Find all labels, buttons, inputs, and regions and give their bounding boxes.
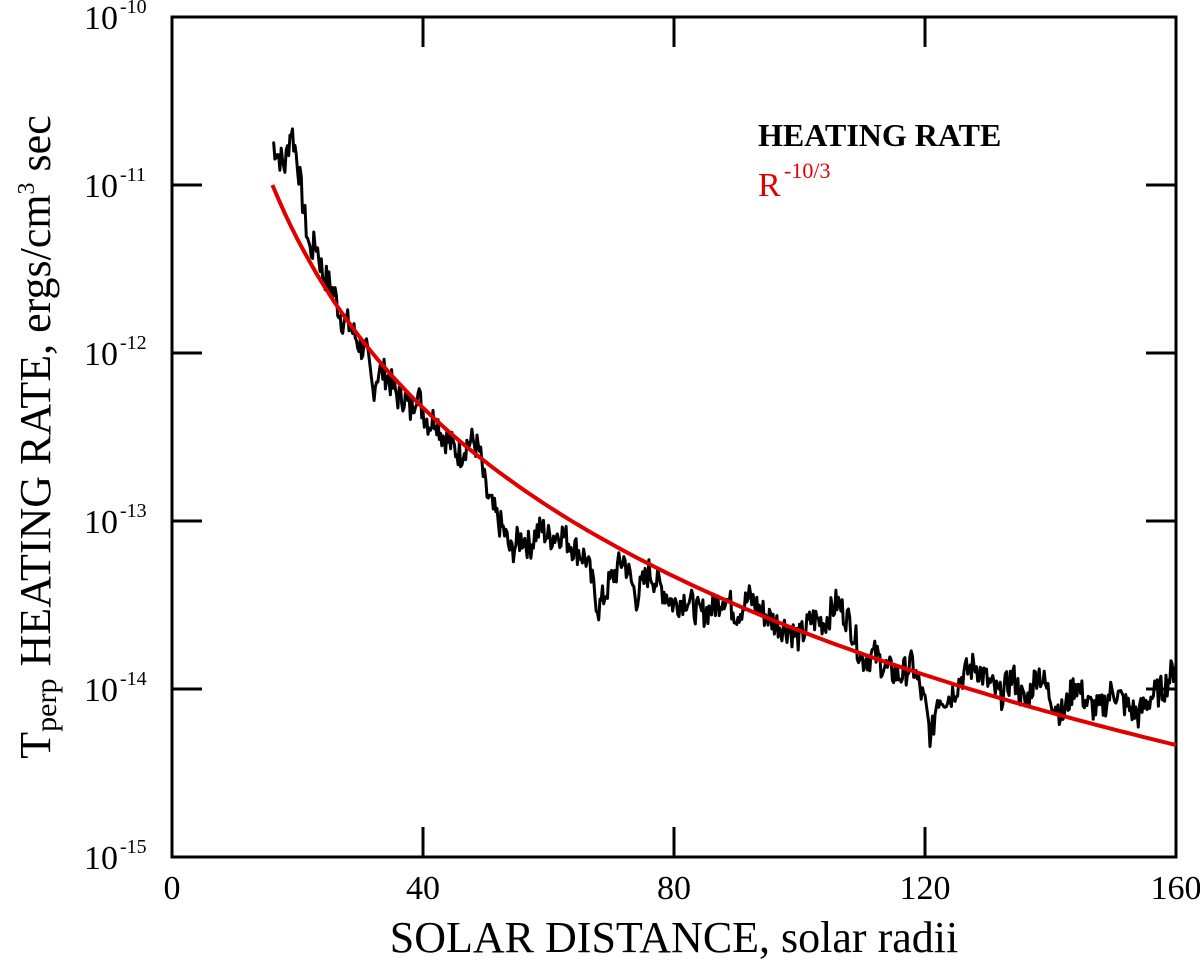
x-tick-label-0: 0 bbox=[164, 870, 181, 907]
legend-heating-rate: HEATING RATE bbox=[758, 117, 1001, 153]
heating-rate-series bbox=[271, 127, 1178, 748]
x-tick-label-40: 40 bbox=[406, 870, 440, 907]
y-axis-title-prefix-sub: perp bbox=[30, 679, 63, 732]
x-tick-label-120: 120 bbox=[900, 870, 951, 907]
y-axis-title-prefix: T bbox=[11, 732, 60, 759]
y-axis-title-main: HEATING RATE, ergs/cm bbox=[11, 194, 60, 666]
x-tick-label-80: 80 bbox=[657, 870, 691, 907]
y-axis-title: Tperp HEATING RATE, ergs/cm3 sec bbox=[11, 115, 63, 759]
x-axis-ticks: 0 40 80 120 160 bbox=[164, 17, 1200, 907]
y-axis-title-end: sec bbox=[11, 115, 60, 182]
y-tick-label-base--13: 10 bbox=[84, 504, 118, 541]
plot-frame bbox=[170, 15, 1178, 859]
legend-fit-exponent: -10/3 bbox=[784, 158, 830, 183]
y-axis-title-sup: 3 bbox=[14, 182, 40, 194]
x-axis-title: SOLAR DISTANCE, solar radii bbox=[390, 913, 958, 962]
svg-text:TperpHEATING RATE, ergs/cm3 se: Tperp HEATING RATE, ergs/cm3 sec bbox=[11, 115, 63, 759]
y-tick-label-base--15: 10 bbox=[84, 840, 118, 877]
x-tick-label-160: 160 bbox=[1151, 870, 1200, 907]
y-tick-label-base--11: 10 bbox=[84, 168, 118, 205]
y-tick-label-exp--13: -13 bbox=[120, 500, 147, 522]
legend-fit-base: R bbox=[758, 167, 781, 204]
y-tick-label-exp--11: -11 bbox=[120, 164, 146, 186]
y-tick-label-exp--12: -12 bbox=[120, 332, 147, 354]
y-tick-label-base--12: 10 bbox=[84, 336, 118, 373]
y-tick-label-exp--15: -15 bbox=[120, 836, 147, 858]
y-tick-label-base--10: 10 bbox=[84, 0, 118, 37]
y-tick-label-exp--10: -10 bbox=[120, 0, 147, 18]
fit-curve-series bbox=[270, 184, 1177, 747]
y-tick-label-base--14: 10 bbox=[84, 672, 118, 709]
y-tick-label-exp--14: -14 bbox=[120, 668, 147, 690]
series-layer bbox=[270, 127, 1178, 748]
